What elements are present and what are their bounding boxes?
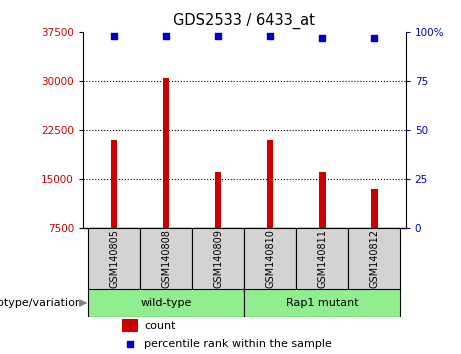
Bar bbox=[163, 78, 169, 228]
Title: GDS2533 / 6433_at: GDS2533 / 6433_at bbox=[173, 13, 315, 29]
Point bbox=[126, 341, 134, 347]
Text: GSM140812: GSM140812 bbox=[369, 229, 379, 288]
Text: count: count bbox=[144, 320, 176, 331]
Bar bbox=[111, 140, 118, 228]
Bar bbox=[215, 172, 221, 228]
Text: wild-type: wild-type bbox=[141, 298, 192, 308]
Bar bbox=[244, 289, 401, 317]
Bar bbox=[192, 228, 244, 289]
Text: GSM140805: GSM140805 bbox=[109, 229, 119, 288]
Text: GSM140810: GSM140810 bbox=[266, 229, 275, 288]
Point bbox=[111, 33, 118, 39]
Bar bbox=[244, 228, 296, 289]
Point bbox=[319, 35, 326, 41]
Bar bbox=[319, 172, 325, 228]
Bar bbox=[88, 289, 244, 317]
Bar bbox=[349, 228, 401, 289]
Bar bbox=[122, 319, 138, 332]
Point bbox=[371, 35, 378, 41]
Text: GSM140809: GSM140809 bbox=[213, 229, 223, 288]
Point bbox=[215, 33, 222, 39]
Text: genotype/variation: genotype/variation bbox=[0, 298, 83, 308]
Text: percentile rank within the sample: percentile rank within the sample bbox=[144, 339, 332, 349]
Point bbox=[163, 33, 170, 39]
Bar bbox=[267, 140, 273, 228]
Bar bbox=[296, 228, 349, 289]
Bar bbox=[140, 228, 192, 289]
Text: Rap1 mutant: Rap1 mutant bbox=[286, 298, 359, 308]
Bar bbox=[88, 228, 140, 289]
Text: GSM140811: GSM140811 bbox=[318, 229, 327, 288]
Point bbox=[266, 33, 274, 39]
Bar bbox=[371, 189, 378, 228]
Text: GSM140808: GSM140808 bbox=[161, 229, 171, 288]
